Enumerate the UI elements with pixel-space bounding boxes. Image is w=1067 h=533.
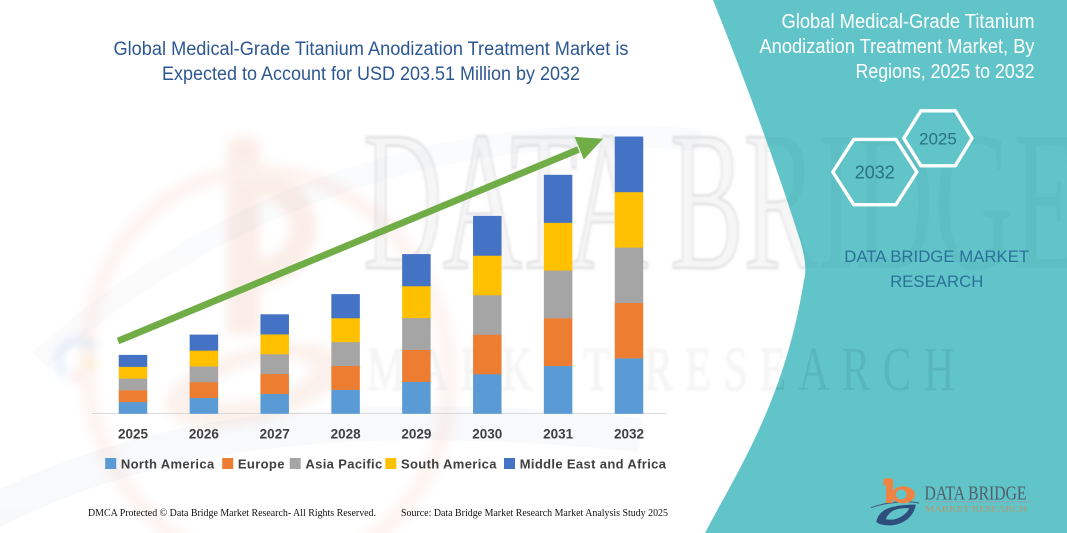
svg-text:2031: 2031 [543, 427, 574, 442]
svg-text:Anodization Treatment Market,: Anodization Treatment Market, By [760, 35, 1036, 58]
svg-text:Europe: Europe [238, 457, 285, 472]
svg-text:Regions, 2025 to 2032: Regions, 2025 to 2032 [856, 60, 1035, 83]
svg-text:Asia Pacific: Asia Pacific [305, 457, 382, 472]
svg-text:2032: 2032 [614, 427, 644, 442]
svg-text:South America: South America [401, 457, 497, 472]
svg-text:Global Medical-Grade Titanium: Global Medical-Grade Titanium Anodizatio… [114, 39, 629, 60]
svg-text:DATA BRIDGE: DATA BRIDGE [925, 484, 1027, 505]
svg-text:Expected to Account for USD 20: Expected to Account for USD 203.51 Milli… [162, 64, 580, 85]
svg-text:2032: 2032 [855, 163, 895, 183]
svg-text:MARKET RESEARCH: MARKET RESEARCH [925, 505, 1027, 514]
svg-text:2030: 2030 [472, 427, 502, 442]
svg-text:North America: North America [121, 457, 215, 472]
svg-text:2026: 2026 [189, 427, 220, 442]
svg-text:2029: 2029 [401, 427, 431, 442]
svg-text:2027: 2027 [260, 427, 290, 442]
svg-text:2025: 2025 [919, 130, 957, 149]
svg-text:2025: 2025 [118, 427, 149, 442]
svg-text:Middle East and Africa: Middle East and Africa [520, 457, 667, 472]
svg-text:Global Medical-Grade Titanium: Global Medical-Grade Titanium [782, 10, 1035, 33]
svg-text:Source: Data Bridge Market Res: Source: Data Bridge Market Research Mark… [401, 508, 668, 519]
svg-text:DATA BRIDGE MARKET: DATA BRIDGE MARKET [844, 247, 1029, 266]
svg-text:RESEARCH: RESEARCH [890, 272, 983, 291]
svg-text:DMCA Protected © Data Bridge M: DMCA Protected © Data Bridge Market Rese… [88, 508, 376, 519]
svg-text:2028: 2028 [331, 427, 362, 442]
